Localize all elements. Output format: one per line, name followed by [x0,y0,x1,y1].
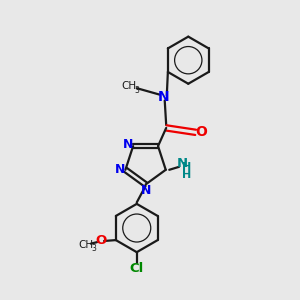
Text: CH: CH [122,81,137,91]
Text: H: H [182,162,192,172]
Text: N: N [176,158,188,170]
Text: 3: 3 [135,86,140,95]
Text: Cl: Cl [130,262,144,275]
Text: O: O [95,234,106,247]
Text: N: N [115,163,125,176]
Text: N: N [140,184,151,197]
Text: N: N [123,138,134,152]
Text: 3: 3 [91,244,96,253]
Text: H: H [182,170,192,180]
Text: O: O [196,125,208,139]
Text: N: N [158,90,169,104]
Text: CH: CH [78,239,93,250]
